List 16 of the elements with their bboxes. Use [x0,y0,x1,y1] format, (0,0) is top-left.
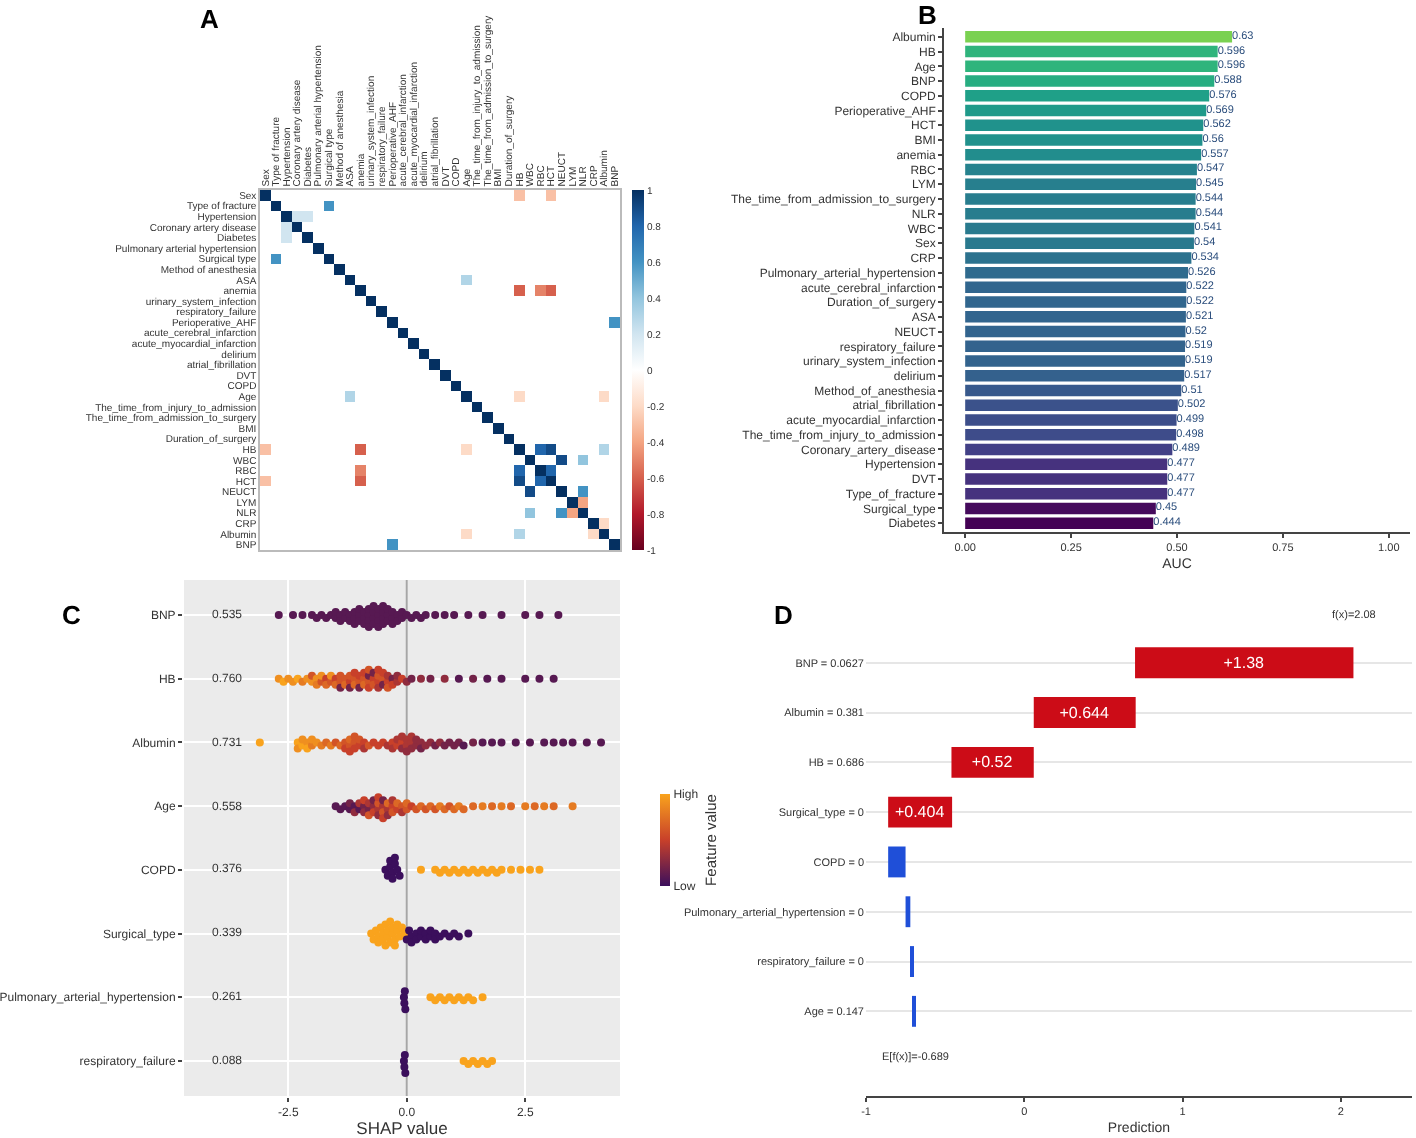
bar [965,31,1233,43]
bar [888,846,906,878]
data-label: +1.38 [1223,653,1266,672]
bar [965,45,1218,58]
bar [1135,647,1354,679]
data-label: +0.52 [971,753,1014,772]
x-axis-title: SHAP value [356,1118,449,1138]
chart-title: D [774,600,793,630]
data-label: +0.404 [894,803,946,822]
bar [951,746,1034,778]
bar [965,443,1173,456]
data-label: +0.644 [1059,703,1110,722]
text: C [62,600,82,630]
bar [1033,697,1136,728]
chart-title: B [918,0,937,30]
chart-title: A [200,4,220,34]
